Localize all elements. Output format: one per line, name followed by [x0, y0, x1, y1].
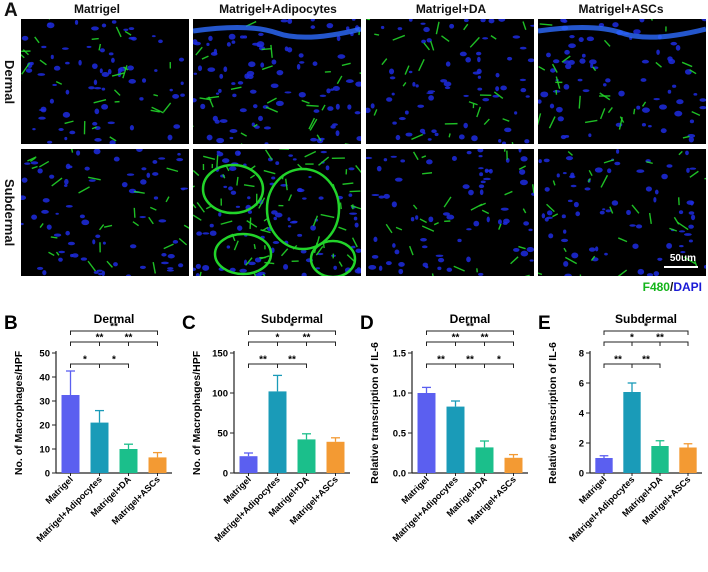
bar: [623, 392, 640, 473]
scale-bar: [664, 266, 698, 268]
micrograph-texture: [21, 19, 185, 144]
panel-letter: B: [4, 313, 18, 334]
significance-label: *: [644, 322, 648, 333]
y-tick-label: 8: [579, 349, 584, 360]
column-header-matrigel: Matrigel: [12, 2, 182, 16]
bar: [505, 458, 523, 473]
bar: [240, 456, 258, 473]
y-tick-label: 1.5: [393, 349, 407, 360]
micrograph-texture: [21, 149, 189, 276]
y-tick-label: 150: [212, 349, 228, 360]
bar: [120, 449, 138, 473]
micrograph-dermal-matrigel-da: [366, 19, 534, 144]
significance-label: **: [303, 333, 311, 344]
significance-label: **: [110, 322, 118, 333]
y-tick-label: 100: [212, 389, 228, 400]
bar: [327, 442, 345, 473]
micrograph-texture: [366, 149, 534, 276]
bar: [476, 447, 494, 473]
y-tick-label: 6: [579, 379, 584, 390]
micrograph-subdermal-matrigel-adipocytes: [193, 149, 361, 276]
y-tick-label: 40: [39, 373, 50, 384]
micrograph-texture: [366, 19, 534, 144]
y-axis-label: No. of Macrophages/HPF: [191, 350, 203, 475]
bar: [447, 407, 465, 473]
significance-label: **: [437, 355, 445, 366]
y-tick-label: 10: [39, 445, 50, 456]
y-axis-label: No. of Macrophages/HPF: [13, 350, 25, 475]
bar: [651, 446, 668, 473]
panel-letter: C: [182, 313, 196, 334]
y-axis-label: Relative transcription of IL-6: [547, 342, 559, 484]
micrograph-dermal-matrigel-adipocytes: [193, 19, 361, 144]
significance-label: *: [83, 355, 87, 366]
significance-label: *: [290, 322, 294, 333]
y-tick-label: 2: [579, 439, 584, 450]
bar: [149, 457, 167, 473]
y-tick-label: 30: [39, 397, 50, 408]
significance-label: **: [614, 355, 622, 366]
y-tick-label: 0: [579, 469, 584, 480]
micrograph-dermal-matrigel-ascs: [538, 19, 706, 144]
bar: [269, 391, 287, 473]
y-tick-label: 0.0: [393, 469, 406, 480]
panel-letter: E: [538, 313, 551, 334]
stain-legend-green: F480: [643, 280, 670, 294]
scale-bar-label: 50um: [670, 253, 696, 264]
y-tick-label: 0: [45, 469, 50, 480]
y-tick-label: 0: [223, 469, 228, 480]
row-header-subdermal: Subdermal: [2, 150, 17, 276]
micrograph-dermal-matrigel: [21, 19, 189, 144]
significance-label: **: [642, 355, 650, 366]
stain-legend: F480/DAPI: [643, 280, 702, 294]
micrograph-subdermal-matrigel: [21, 149, 189, 276]
y-tick-label: 20: [39, 421, 50, 432]
significance-label: **: [466, 355, 474, 366]
significance-label: **: [481, 333, 489, 344]
significance-label: **: [125, 333, 133, 344]
significance-label: **: [288, 355, 296, 366]
x-tick-label: Matrigel+ASCs: [640, 474, 692, 526]
row-header-dermal: Dermal: [2, 22, 17, 142]
micrograph-subdermal-matrigel-ascs: 50um: [538, 149, 706, 276]
y-tick-label: 50: [217, 429, 228, 440]
stain-legend-blue: DAPI: [673, 280, 702, 294]
significance-label: *: [497, 355, 501, 366]
significance-label: **: [656, 333, 664, 344]
bar: [298, 439, 316, 473]
micrograph-subdermal-matrigel-da: [366, 149, 534, 276]
significance-label: **: [466, 322, 474, 333]
y-axis-label: Relative transcription of IL-6: [369, 342, 381, 484]
significance-label: **: [259, 355, 267, 366]
bar: [91, 423, 109, 473]
y-tick-label: 4: [579, 409, 585, 420]
column-header-matrigel-da: Matrigel+DA: [366, 2, 536, 16]
significance-label: *: [112, 355, 116, 366]
micrograph-texture: [193, 19, 361, 144]
bar: [62, 395, 80, 473]
bar: [418, 393, 436, 473]
y-tick-label: 1.0: [393, 389, 406, 400]
micrograph-texture: [193, 149, 361, 276]
bar: [595, 458, 612, 473]
y-tick-label: 0.5: [393, 429, 407, 440]
panel-letter: D: [360, 313, 374, 334]
column-header-matrigel-ascs: Matrigel+ASCs: [536, 2, 706, 16]
y-tick-label: 50: [39, 349, 50, 360]
column-header-matrigel-adipocytes: Matrigel+Adipocytes: [193, 2, 363, 16]
bar: [679, 448, 696, 474]
micrograph-texture: [538, 19, 706, 143]
